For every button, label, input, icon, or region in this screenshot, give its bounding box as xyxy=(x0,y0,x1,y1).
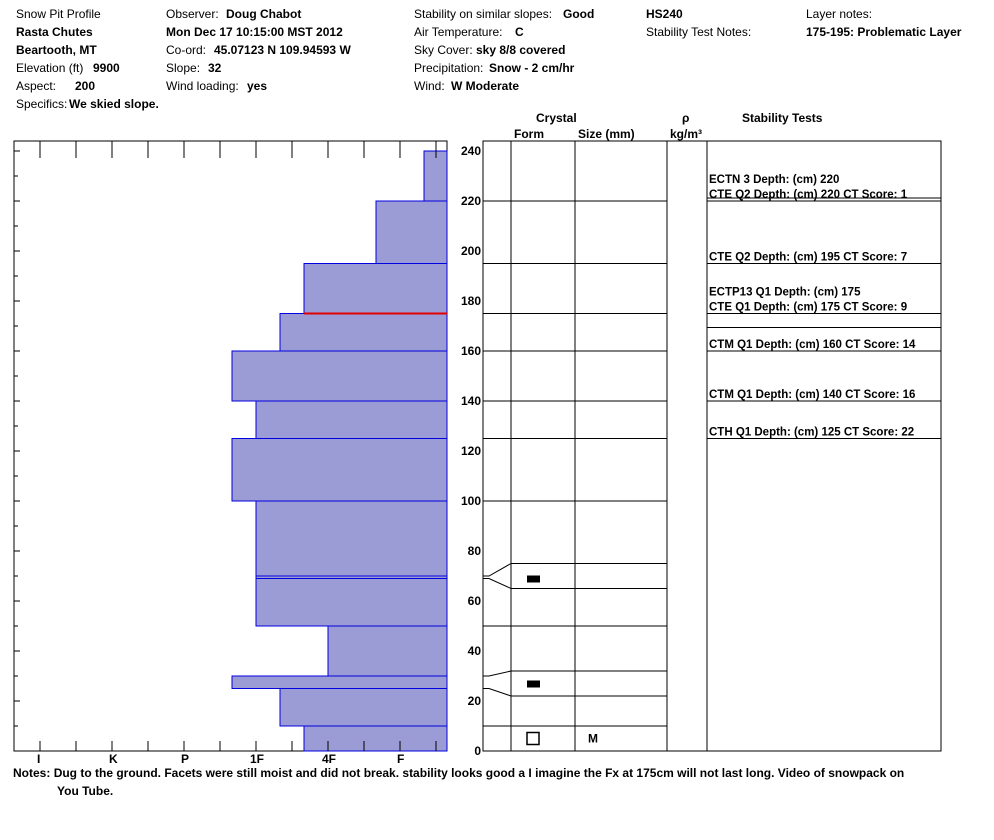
sky-cover-label: Sky Cover: xyxy=(414,43,473,57)
stability-test-4: CTE Q1 Depth: (cm) 175 CT Score: 9 xyxy=(709,302,907,314)
aspect-value: 200 xyxy=(75,79,96,93)
notes-text-continued: You Tube. xyxy=(57,784,114,798)
depth-tick-label: 40 xyxy=(468,644,482,658)
wind-value: W Moderate xyxy=(451,79,520,93)
air-temp-value: C xyxy=(515,25,524,39)
stability-test-5: CTM Q1 Depth: (cm) 160 CT Score: 14 xyxy=(709,339,916,351)
stability-value: Good xyxy=(563,7,595,21)
stability-tests-header: Stability Tests xyxy=(742,111,823,125)
observation-date: Mon Dec 17 10:15:00 MST 2012 xyxy=(166,25,343,39)
depth-tick-label: 120 xyxy=(461,444,481,458)
hardness-tick-label-4F: 4F xyxy=(322,752,336,766)
depth-tick-label: 200 xyxy=(461,244,481,258)
crystal-symbol-open-square xyxy=(526,731,540,746)
layer-boundary-connector xyxy=(483,563,667,577)
hardness-tick-label-1F: 1F xyxy=(250,752,264,766)
location-name: Rasta Chutes xyxy=(16,25,93,39)
precip-label: Precipitation: xyxy=(414,61,484,75)
observer-value: Doug Chabot xyxy=(226,7,302,21)
layer-bar-13 xyxy=(423,150,448,202)
crystal-symbol-filled-rect xyxy=(527,680,540,688)
size-header: Size (mm) xyxy=(578,127,635,141)
pit-title: Snow Pit Profile xyxy=(16,7,101,21)
layer-bar-4 xyxy=(255,578,448,627)
layer-boundary-connector xyxy=(483,670,667,677)
notes-section: Notes: Dug to the ground. Facets were st… xyxy=(13,764,913,800)
sky-cover-value: sky 8/8 covered xyxy=(476,43,566,57)
crystal-symbol-filled-rect xyxy=(527,575,540,583)
layer-bar-1 xyxy=(279,688,448,727)
layer-bar-6 xyxy=(255,500,448,577)
wind-loading-value: yes xyxy=(247,79,268,93)
layer-bar-11 xyxy=(303,263,448,314)
snow-height: HS240 xyxy=(646,7,683,21)
layer-bar-0 xyxy=(303,725,448,752)
slope-value: 32 xyxy=(208,61,222,75)
region-name: Beartooth, MT xyxy=(16,43,97,57)
crystal-header: Crystal xyxy=(536,111,577,125)
specifics-label: Specifics: xyxy=(16,97,68,111)
layer-bar-2 xyxy=(231,675,448,689)
stability-label: Stability on similar slopes: xyxy=(414,7,553,21)
wind-loading-label: Wind loading: xyxy=(166,79,239,93)
crystal-grid-frame xyxy=(482,140,942,752)
density-unit-header: kg/m³ xyxy=(670,127,703,141)
depth-tick-label: 240 xyxy=(461,144,481,158)
wind-label: Wind: xyxy=(414,79,445,93)
depth-tick-label: 20 xyxy=(468,694,482,708)
layer-bar-10 xyxy=(279,313,448,352)
notes-text: Dug to the ground. Facets were still moi… xyxy=(53,766,905,780)
layer-boundary-connector xyxy=(483,688,667,697)
stability-test-3: ECTP13 Q1 Depth: (cm) 175 xyxy=(709,287,861,299)
coord-label: Co-ord: xyxy=(166,43,207,57)
rho-header: ρ xyxy=(682,111,690,125)
depth-tick-label: 100 xyxy=(461,494,481,508)
form-header: Form xyxy=(514,127,544,141)
stability-test-7: CTH Q1 Depth: (cm) 125 CT Score: 22 xyxy=(709,427,914,439)
depth-tick-label: 60 xyxy=(468,594,482,608)
elevation-label: Elevation (ft) xyxy=(16,61,84,75)
stability-test-6: CTM Q1 Depth: (cm) 140 CT Score: 16 xyxy=(709,389,915,401)
depth-tick-label: 220 xyxy=(461,194,481,208)
depth-tick-label: 140 xyxy=(461,394,481,408)
specifics-value: We skied slope. xyxy=(69,97,159,111)
air-temp-label: Air Temperature: xyxy=(414,25,503,39)
notes-label: Notes: xyxy=(13,766,51,780)
observer-label: Observer: xyxy=(166,7,219,21)
layer-bar-12 xyxy=(375,200,448,264)
hardness-tick-label-F: F xyxy=(397,752,404,766)
layer-notes-label: Layer notes: xyxy=(806,7,873,21)
precip-value: Snow - 2 cm/hr xyxy=(489,61,575,75)
hardness-tick-label-K: K xyxy=(109,752,118,766)
layer-bar-3 xyxy=(327,625,448,677)
crystal-size-label: M xyxy=(588,732,598,746)
layer-bar-7 xyxy=(231,438,448,502)
layer-notes-value: 175-195: Problematic Layer xyxy=(806,25,962,39)
layer-boundary-connector xyxy=(483,578,667,589)
stability-test-0: ECTN 3 Depth: (cm) 220 xyxy=(709,174,839,186)
layer-bar-9 xyxy=(231,350,448,402)
depth-tick-label: 160 xyxy=(461,344,481,358)
stability-test-1: CTE Q2 Depth: (cm) 220 CT Score: 1 xyxy=(709,189,908,201)
elevation-value: 9900 xyxy=(93,61,120,75)
stability-test-2: CTE Q2 Depth: (cm) 195 CT Score: 7 xyxy=(709,252,907,264)
depth-tick-label: 80 xyxy=(468,544,482,558)
depth-tick-label: 0 xyxy=(474,744,481,758)
hardness-tick-label-P: P xyxy=(181,752,189,766)
depth-tick-label: 180 xyxy=(461,294,481,308)
stability-notes-label: Stability Test Notes: xyxy=(646,25,752,39)
hardness-tick-label-I: I xyxy=(37,752,40,766)
layer-bar-8 xyxy=(255,400,448,439)
coord-value: 45.07123 N 109.94593 W xyxy=(214,43,351,57)
slope-label: Slope: xyxy=(166,61,201,75)
aspect-label: Aspect: xyxy=(16,79,57,93)
